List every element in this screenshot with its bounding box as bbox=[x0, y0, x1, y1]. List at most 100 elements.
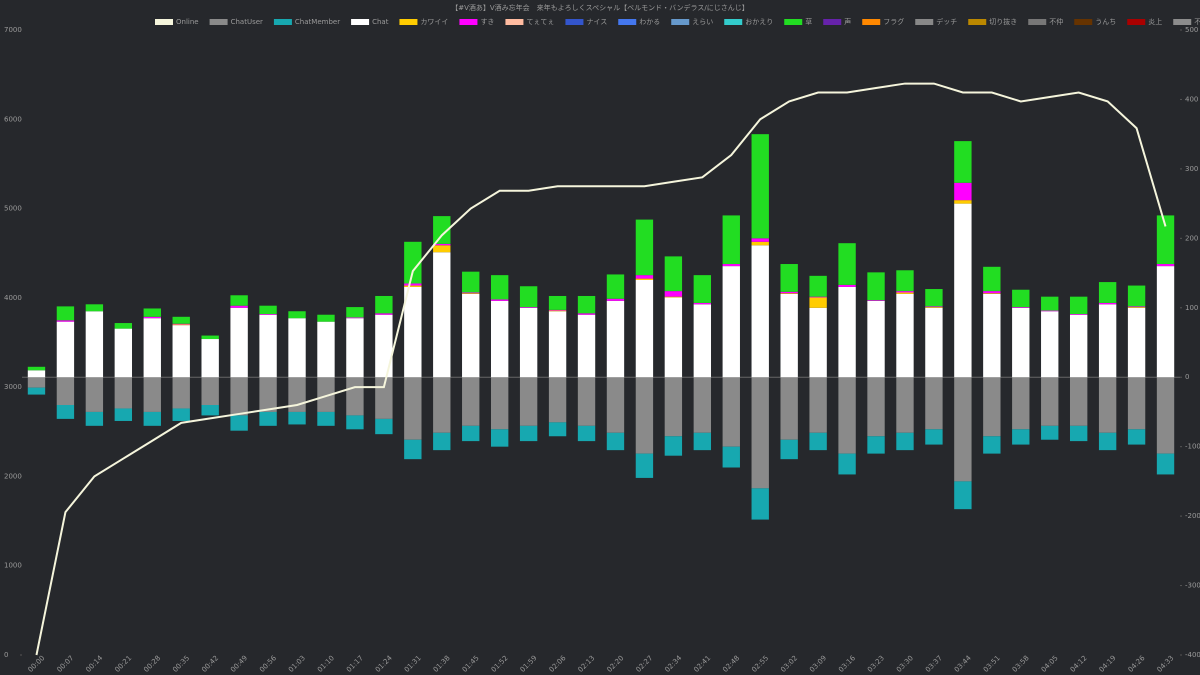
y2-tick-label: 0 bbox=[1185, 373, 1189, 381]
legend-label: Online bbox=[176, 18, 199, 26]
bar bbox=[288, 318, 306, 378]
legend-item: 不穏 bbox=[1173, 17, 1200, 26]
bar bbox=[172, 324, 190, 326]
bar bbox=[519, 425, 538, 442]
x-tick-label: 02:20 bbox=[606, 654, 626, 674]
bar bbox=[954, 141, 972, 183]
legend-item: ChatUser bbox=[209, 18, 263, 26]
bar bbox=[1127, 377, 1146, 430]
y2-tick-label: 500 bbox=[1185, 26, 1198, 34]
x-tick-label: 00:00 bbox=[27, 654, 47, 674]
y2-tick-label: 400 bbox=[1185, 95, 1198, 103]
bar bbox=[954, 203, 972, 378]
legend-swatch bbox=[862, 19, 881, 25]
bar bbox=[317, 314, 335, 322]
bar bbox=[954, 182, 972, 201]
y-tick-label: 3000 bbox=[4, 383, 22, 391]
bar bbox=[925, 306, 943, 308]
bar bbox=[27, 387, 46, 395]
legend-label: Chat bbox=[372, 18, 389, 26]
bar bbox=[896, 292, 914, 294]
x-tick-label: 03:02 bbox=[779, 654, 799, 674]
legend-item: Chat bbox=[351, 18, 389, 26]
bar bbox=[954, 377, 972, 482]
bar bbox=[1098, 304, 1117, 378]
legend-swatch bbox=[459, 19, 478, 25]
bar bbox=[490, 300, 509, 378]
bar bbox=[1098, 302, 1117, 305]
bar bbox=[375, 295, 393, 314]
bar bbox=[1012, 377, 1030, 430]
x-tick-label: 01:31 bbox=[403, 654, 423, 674]
legend-item: おかえり bbox=[724, 18, 773, 26]
bar bbox=[346, 318, 364, 378]
bar bbox=[664, 297, 683, 378]
chart-title: 【#V酒あ】V酒み忘年会 来年もよろしくスペシャル【ベルモンド・バンデラス/にじ… bbox=[451, 3, 749, 12]
x-tick-label: 03:58 bbox=[1011, 654, 1031, 674]
x-tick-label: 03:23 bbox=[866, 654, 886, 674]
bar bbox=[780, 264, 798, 292]
legend-label: てぇてぇ bbox=[526, 18, 554, 26]
bar bbox=[635, 278, 654, 280]
x-tick-label: 00:42 bbox=[200, 654, 220, 674]
bar bbox=[664, 436, 683, 456]
bar bbox=[780, 439, 798, 460]
legend-label: すき bbox=[480, 18, 494, 26]
bar bbox=[433, 432, 451, 451]
bar bbox=[172, 408, 190, 421]
bar bbox=[983, 293, 1001, 378]
bar bbox=[230, 415, 248, 431]
legend-item: うんち bbox=[1074, 18, 1116, 26]
bar bbox=[896, 432, 914, 451]
legend-label: えらい bbox=[692, 18, 713, 26]
x-tick-label: 01:59 bbox=[519, 654, 539, 674]
bar bbox=[1098, 282, 1117, 303]
bar bbox=[606, 274, 625, 299]
legend-swatch bbox=[724, 19, 743, 25]
bar bbox=[751, 238, 769, 242]
bar bbox=[27, 377, 46, 388]
x-tick-label: 04:19 bbox=[1098, 654, 1118, 674]
y2-tick-label: -400 bbox=[1185, 651, 1200, 659]
bar bbox=[954, 481, 972, 510]
bar bbox=[1069, 425, 1088, 442]
bar bbox=[751, 245, 769, 378]
bar bbox=[404, 439, 422, 460]
legend-swatch bbox=[1028, 19, 1047, 25]
bar bbox=[983, 266, 1001, 292]
bar bbox=[1127, 307, 1146, 378]
x-tick-label: 02:55 bbox=[750, 654, 770, 674]
bar bbox=[288, 411, 306, 425]
x-tick-label: 02:27 bbox=[634, 654, 654, 674]
bar bbox=[85, 311, 104, 378]
bar bbox=[896, 293, 914, 378]
legend-label: おかえり bbox=[745, 18, 773, 26]
legend-item: 草 bbox=[784, 17, 812, 26]
bar bbox=[1012, 429, 1030, 445]
x-tick-label: 01:17 bbox=[345, 654, 365, 674]
online-line bbox=[35, 82, 1167, 656]
bar bbox=[462, 293, 480, 294]
legend-swatch bbox=[209, 19, 228, 25]
legend-swatch bbox=[915, 19, 934, 25]
bar bbox=[230, 377, 248, 416]
bar bbox=[925, 377, 943, 430]
x-tick-label: 01:03 bbox=[287, 654, 307, 674]
bar bbox=[1156, 377, 1175, 454]
bar bbox=[693, 432, 712, 451]
bar bbox=[56, 320, 75, 322]
legend-label: 切り抜き bbox=[989, 17, 1017, 26]
y2-tick-label: -300 bbox=[1185, 582, 1200, 590]
legend-label: デッチ bbox=[936, 17, 957, 26]
bar bbox=[867, 300, 885, 301]
legend-label: 炎上 bbox=[1148, 17, 1162, 26]
bar bbox=[27, 366, 46, 371]
bar bbox=[490, 377, 509, 430]
legend-swatch bbox=[968, 19, 987, 25]
bar bbox=[519, 286, 538, 308]
legend-swatch bbox=[823, 19, 842, 25]
legend-item: 炎上 bbox=[1127, 17, 1162, 26]
bar bbox=[230, 307, 248, 378]
bar bbox=[375, 314, 393, 378]
